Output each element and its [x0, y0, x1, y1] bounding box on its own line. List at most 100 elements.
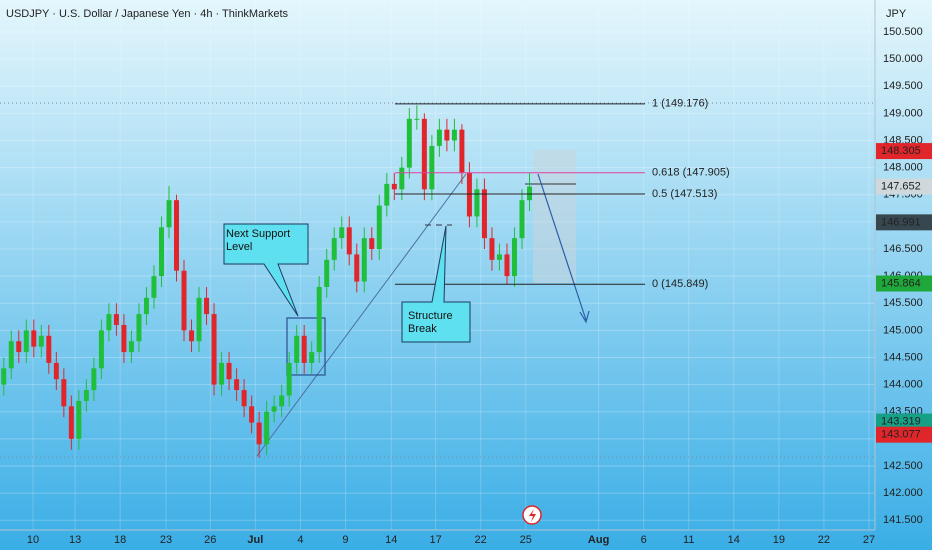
candle-body	[444, 129, 450, 141]
candle-body	[113, 314, 119, 325]
candle-body	[68, 406, 74, 439]
candle-body	[181, 270, 187, 331]
candle-body	[8, 341, 14, 369]
y-tick-label: 150.000	[883, 53, 923, 65]
price-tag-label: 145.864	[881, 277, 921, 289]
y-tick-label: 146.500	[883, 243, 923, 255]
candle-body	[324, 259, 330, 287]
candle-body	[128, 341, 134, 353]
candle-body	[271, 406, 277, 412]
candle-body	[519, 200, 525, 239]
x-tick-label: 17	[429, 534, 441, 546]
candle-body	[466, 173, 472, 217]
candle-body	[361, 238, 367, 282]
x-tick-label: 18	[114, 534, 126, 546]
candle-body	[436, 129, 442, 146]
price-tag-label: 148.305	[881, 145, 921, 157]
y-tick-label: 149.500	[883, 80, 923, 92]
candle-body	[391, 183, 397, 190]
callout	[401, 225, 471, 343]
candle-body	[346, 227, 352, 255]
x-tick-label: 11	[683, 534, 694, 546]
price-tag	[876, 178, 932, 195]
x-tick-label: 14	[385, 534, 397, 546]
candle-body	[496, 254, 502, 260]
price-tag-label: 143.319	[881, 415, 921, 427]
candle-body	[286, 362, 292, 396]
annotation: Next Support Level	[226, 228, 291, 253]
y-tick-label: 142.000	[883, 487, 923, 499]
x-tick-label: 26	[204, 534, 216, 546]
x-tick-label: 25	[520, 534, 532, 546]
candle-body	[481, 189, 487, 239]
candle-body	[83, 390, 89, 401]
candle-body	[121, 324, 127, 353]
candle-body	[61, 379, 67, 407]
candle-body	[98, 330, 104, 369]
candle-body	[106, 314, 112, 331]
trend-line	[256, 173, 467, 457]
x-tick-label: Aug	[588, 534, 609, 546]
candle-body	[511, 238, 517, 277]
x-tick-label: 6	[641, 534, 647, 546]
y-tick-label: 145.500	[883, 297, 923, 309]
candle-body	[406, 118, 412, 168]
candle-body	[234, 379, 240, 391]
candle-body	[369, 238, 375, 249]
candle-body	[316, 286, 322, 353]
event-icon-bolt	[529, 509, 536, 522]
price-tag	[876, 426, 932, 443]
candle-body	[376, 205, 382, 249]
candle-body	[151, 276, 157, 298]
candle-body	[241, 390, 247, 407]
candle-body	[489, 238, 495, 260]
y-tick-label: 142.500	[883, 460, 923, 472]
candle-body	[189, 330, 195, 342]
x-tick-label: 14	[728, 534, 740, 546]
annotation: Structure Break	[408, 310, 453, 335]
candle-body	[399, 167, 405, 190]
candle-body	[294, 335, 300, 363]
price-tag-label: 143.077	[881, 429, 921, 441]
x-tick-label: 4	[297, 534, 303, 546]
x-tick-label: 23	[160, 534, 172, 546]
candle-body	[196, 297, 202, 342]
candle-body	[264, 411, 270, 445]
candle-body	[1, 368, 7, 385]
candle-body	[53, 362, 59, 380]
x-tick-label: 19	[773, 534, 785, 546]
candle-body	[219, 362, 225, 385]
candle-body	[226, 362, 232, 380]
fib-label: 0.5 (147.513)	[652, 188, 717, 200]
candle-body	[384, 183, 390, 206]
price-tag-label: 146.991	[881, 216, 921, 228]
price-tag	[876, 143, 932, 160]
candle-body	[429, 145, 435, 190]
candle-body	[143, 297, 149, 315]
candle-body	[279, 395, 285, 407]
candle-body	[46, 335, 52, 363]
callout	[223, 223, 309, 317]
y-tick-label: 149.000	[883, 107, 923, 119]
chart-title: USDJPY · U.S. Dollar / Japanese Yen · 4h…	[6, 8, 289, 20]
projection-arrow	[537, 173, 590, 324]
fib-label: 1 (149.176)	[652, 98, 708, 110]
x-tick-label: 13	[69, 534, 81, 546]
price-tag-label: 147.652	[881, 180, 921, 192]
candle-body	[31, 330, 37, 347]
support-box	[286, 317, 326, 376]
price-tag	[876, 413, 932, 430]
callout-text: Structure Break	[408, 310, 453, 335]
axes: 141.500142.000142.500143.000143.500144.0…	[27, 26, 932, 546]
x-tick-label: Jul	[247, 534, 263, 546]
candle-body	[339, 227, 345, 239]
candles	[1, 105, 533, 458]
price-tag	[876, 214, 932, 231]
candle-body	[16, 341, 22, 353]
candle-body	[91, 368, 97, 391]
callout-text: Next Support Level	[226, 228, 291, 253]
candle-body	[527, 186, 533, 201]
grid	[0, 0, 875, 530]
candle-body	[249, 406, 255, 423]
